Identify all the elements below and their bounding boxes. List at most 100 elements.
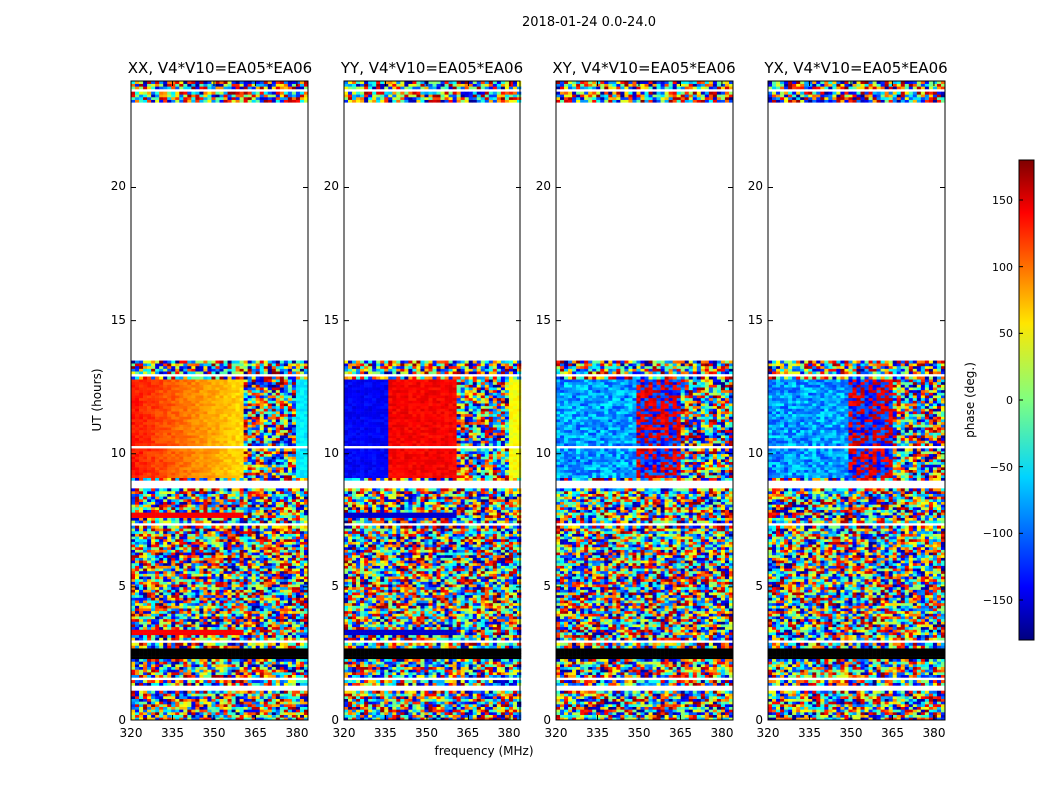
heatmap-cell	[215, 656, 220, 660]
heatmap-cell	[215, 397, 220, 401]
heatmap-cell	[275, 669, 281, 673]
heatmap-cell	[167, 469, 172, 473]
heatmap-cell	[299, 512, 305, 516]
heatmap-cell	[223, 597, 228, 601]
heatmap-cell	[135, 525, 140, 529]
heatmap-cell	[199, 605, 204, 609]
heatmap-cell	[187, 573, 192, 577]
heatmap-cell	[147, 608, 152, 612]
heatmap-cell	[279, 528, 285, 532]
heatmap-cell	[303, 661, 309, 665]
heatmap-cell	[255, 584, 261, 588]
heatmap-cell	[143, 600, 148, 604]
heatmap-cell	[135, 456, 140, 460]
heatmap-cell	[191, 459, 196, 463]
heatmap-cell	[235, 512, 240, 516]
heatmap-cell	[279, 642, 285, 646]
heatmap-cell	[147, 413, 152, 417]
heatmap-cell	[251, 704, 256, 707]
heatmap-cell	[199, 459, 204, 463]
heatmap-cell	[171, 475, 176, 479]
heatmap-cell	[243, 435, 248, 439]
heatmap-cell	[251, 421, 256, 425]
heatmap-cell	[251, 576, 256, 580]
heatmap-cell	[211, 421, 216, 425]
heatmap-cell	[135, 584, 140, 588]
heatmap-cell	[247, 648, 252, 652]
heatmap-cell	[131, 435, 136, 439]
heatmap-cell	[187, 400, 192, 404]
heatmap-cell	[131, 459, 136, 463]
heatmap-cell	[147, 565, 152, 569]
heatmap-cell	[219, 696, 224, 699]
heatmap-cell	[303, 421, 309, 425]
heatmap-cell	[175, 653, 180, 657]
heatmap-cell	[135, 477, 140, 481]
heatmap-cell	[147, 499, 152, 502]
heatmap-cell	[231, 491, 236, 494]
heatmap-cell	[231, 626, 236, 630]
heatmap-cell	[299, 680, 305, 684]
heatmap-cell	[219, 467, 224, 471]
heatmap-cell	[175, 650, 180, 654]
heatmap-cell	[175, 427, 180, 431]
heatmap-cell	[151, 618, 156, 622]
heatmap-cell	[219, 570, 224, 574]
heatmap-cell	[239, 648, 244, 652]
heatmap-cell	[251, 693, 256, 697]
heatmap-cell	[211, 669, 216, 673]
heatmap-cell	[223, 400, 228, 404]
heatmap-cell	[183, 573, 188, 577]
heatmap-cell	[255, 429, 261, 433]
heatmap-cell	[247, 565, 252, 569]
heatmap-cell	[175, 706, 180, 710]
heatmap-cell	[227, 397, 232, 401]
heatmap-cell	[143, 509, 148, 513]
heatmap-cell	[199, 594, 204, 598]
heatmap-cell	[135, 549, 140, 553]
heatmap-cell	[171, 525, 176, 529]
heatmap-cell	[239, 632, 244, 636]
heatmap-cell	[215, 653, 220, 657]
heatmap-cell	[155, 419, 160, 423]
heatmap-cell	[159, 658, 164, 662]
heatmap-cell	[183, 400, 188, 404]
heatmap-cell	[227, 634, 232, 638]
heatmap-cell	[271, 525, 277, 529]
heatmap-cell	[279, 600, 285, 604]
heatmap-cell	[299, 472, 305, 476]
heatmap-cell	[267, 475, 273, 479]
heatmap-cell	[279, 552, 285, 556]
heatmap-cell	[267, 592, 273, 596]
heatmap-cell	[263, 427, 269, 431]
heatmap-cell	[287, 645, 293, 649]
heatmap-cell	[279, 610, 285, 614]
heatmap-cell	[275, 443, 281, 447]
heatmap-cell	[295, 405, 301, 409]
heatmap-cell	[143, 533, 148, 537]
heatmap-cell	[263, 443, 269, 447]
heatmap-cell	[287, 560, 293, 564]
heatmap-cell	[175, 488, 180, 492]
heatmap-cell	[271, 658, 277, 662]
heatmap-cell	[231, 560, 236, 564]
heatmap-cell	[267, 672, 273, 676]
heatmap-cell	[287, 653, 293, 657]
heatmap-cell	[299, 672, 305, 676]
heatmap-cell	[199, 507, 204, 510]
heatmap-cell	[195, 440, 200, 444]
heatmap-cell	[267, 411, 273, 415]
heatmap-cell	[195, 669, 200, 673]
heatmap-cell	[131, 666, 136, 670]
heatmap-cell	[271, 448, 277, 452]
heatmap-cell	[231, 578, 236, 582]
heatmap-cell	[299, 645, 305, 649]
heatmap-cell	[195, 429, 200, 433]
heatmap-cell	[147, 429, 152, 433]
heatmap-cell	[179, 613, 184, 617]
heatmap-cell	[159, 626, 164, 630]
heatmap-cell	[299, 520, 305, 524]
heatmap-cell	[195, 520, 200, 524]
heatmap-cell	[179, 586, 184, 590]
heatmap-cell	[287, 714, 293, 718]
